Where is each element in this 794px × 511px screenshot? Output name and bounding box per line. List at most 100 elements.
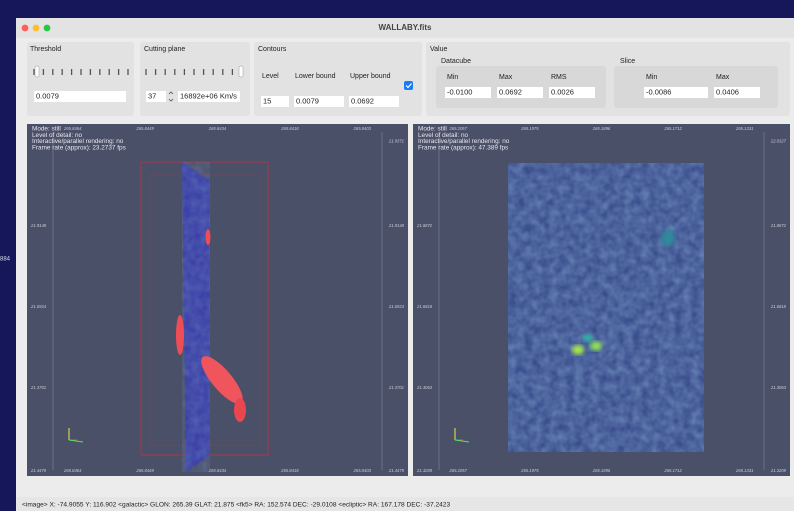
sliders [33, 65, 244, 78]
left-tick-label: 21.6924 [30, 304, 47, 309]
input-text: 0.0692 [351, 96, 374, 105]
input-text: 0.0692 [499, 87, 522, 96]
top-tick-label: 265.2057 [449, 126, 468, 131]
input[interactable] [294, 96, 344, 107]
bottom-tick-label: 265.1975 [520, 468, 539, 473]
input-text: 37 [148, 91, 156, 100]
top-tick-label: 265.8449 [135, 126, 154, 131]
desktop-fragment: 884 [0, 257, 11, 263]
label: Level [262, 73, 279, 80]
left-tick-label: 21.3209 [416, 468, 433, 473]
input[interactable] [445, 87, 491, 98]
zoom-button[interactable] [43, 24, 51, 32]
top-tick-label: 265.1975 [520, 126, 539, 131]
render-info: Interactive/parallel rendering: no [32, 138, 124, 145]
bottom-tick-label: 265.1896 [592, 468, 611, 473]
input[interactable] [261, 96, 289, 107]
close-button[interactable] [21, 24, 29, 32]
input-text: 0.0026 [551, 87, 574, 96]
threshold-group [27, 42, 134, 116]
volume-render [140, 161, 269, 472]
right-tick-label: 22.0327 [770, 139, 787, 144]
top-tick-label: 265.1331 [735, 126, 753, 131]
label: Min [447, 74, 458, 81]
slider-knob[interactable] [238, 65, 244, 78]
status-bar [16, 497, 794, 511]
input[interactable] [644, 87, 708, 98]
check [405, 83, 412, 89]
spinner[interactable] [168, 91, 174, 102]
volume-view[interactable] [27, 124, 408, 476]
top-tick-label: 265.8434 [208, 126, 227, 131]
slice-image [508, 163, 704, 452]
status-text: <image> X: -74.9055 Y: 116.902 <galactic… [22, 501, 450, 508]
label: Threshold [30, 46, 61, 53]
bottom-tick-label: 265.1712 [663, 468, 682, 473]
render-info: Frame rate (approx): 23.2737 fps [32, 144, 126, 151]
right-tick-label: 21.6924 [388, 304, 405, 309]
bottom-tick-label: 265.1331 [735, 468, 753, 473]
label: Max [716, 74, 730, 81]
checkbox[interactable] [404, 81, 413, 90]
input-text: 16892e+06 Km/s [180, 91, 237, 100]
bottom-tick-label: 265.8418 [280, 468, 299, 473]
label: Max [499, 74, 513, 81]
right-tick-label: 21.9148 [388, 223, 405, 228]
input-text: 15 [263, 96, 271, 105]
right-tick-label: 21.3063 [770, 385, 787, 390]
top-tick-label: 265.1896 [592, 126, 611, 131]
right-tick-label: 21.4479 [388, 468, 405, 473]
window-title: WALLABY.fits [379, 23, 432, 32]
label: Value [430, 46, 447, 53]
bottom-tick-label: 265.2057 [449, 468, 468, 473]
render-info: Mode: still [418, 126, 447, 133]
label: Slice [620, 58, 635, 65]
label: Min [646, 74, 657, 81]
input-text: -0.0086 [646, 87, 671, 96]
input[interactable] [349, 96, 399, 107]
input[interactable] [34, 91, 126, 102]
render-info: Mode: still [32, 126, 61, 133]
input[interactable] [549, 87, 595, 98]
label: Upper bound [350, 73, 391, 80]
input[interactable] [146, 91, 166, 102]
bottom-tick-label: 265.8434 [208, 468, 227, 473]
right-tick-label: 21.3701 [388, 385, 404, 390]
input-text: 0.0406 [716, 87, 739, 96]
bottom-tick-label: 265.8464 [63, 468, 82, 473]
top-tick-label: 265.8418 [280, 126, 299, 131]
label: Cutting plane [144, 46, 185, 53]
slider-knob[interactable] [34, 65, 40, 78]
top-tick-label: 265.8403 [353, 126, 372, 131]
left-tick-label: 21.9148 [30, 223, 47, 228]
left-tick-label: 21.3701 [30, 385, 46, 390]
right-tick-label: 21.3209 [770, 468, 787, 473]
label: Datacube [441, 58, 471, 65]
input[interactable] [497, 87, 543, 98]
title-bar [16, 18, 794, 38]
label: Lower bound [295, 73, 336, 80]
right-tick-label: 21.8872 [770, 223, 787, 228]
label: RMS [551, 74, 567, 81]
orient-z [68, 439, 84, 443]
input-text: -0.0100 [447, 87, 472, 96]
render-info: Interactive/parallel rendering: no [418, 138, 510, 145]
top-tick-label: 265.1712 [663, 126, 682, 131]
input[interactable] [714, 87, 760, 98]
render-info: Level of detail: no [418, 132, 469, 139]
render-info: Level of detail: no [32, 132, 83, 139]
input-text: 0.0079 [296, 96, 319, 105]
left-tick-label: 21.3063 [416, 385, 433, 390]
right-tick-label: 21.6818 [770, 304, 787, 309]
input[interactable] [178, 91, 240, 102]
left-tick-label: 21.4479 [30, 468, 47, 473]
orient-z [454, 439, 470, 443]
label: Contours [258, 46, 287, 53]
minimize-button[interactable] [32, 24, 40, 32]
render-info: Frame rate (approx): 47.389 fps [418, 144, 508, 151]
input-text: 0.0079 [36, 91, 59, 100]
left-tick-label: 21.6818 [416, 304, 433, 309]
right-tick-label: 21.9371 [388, 139, 404, 144]
